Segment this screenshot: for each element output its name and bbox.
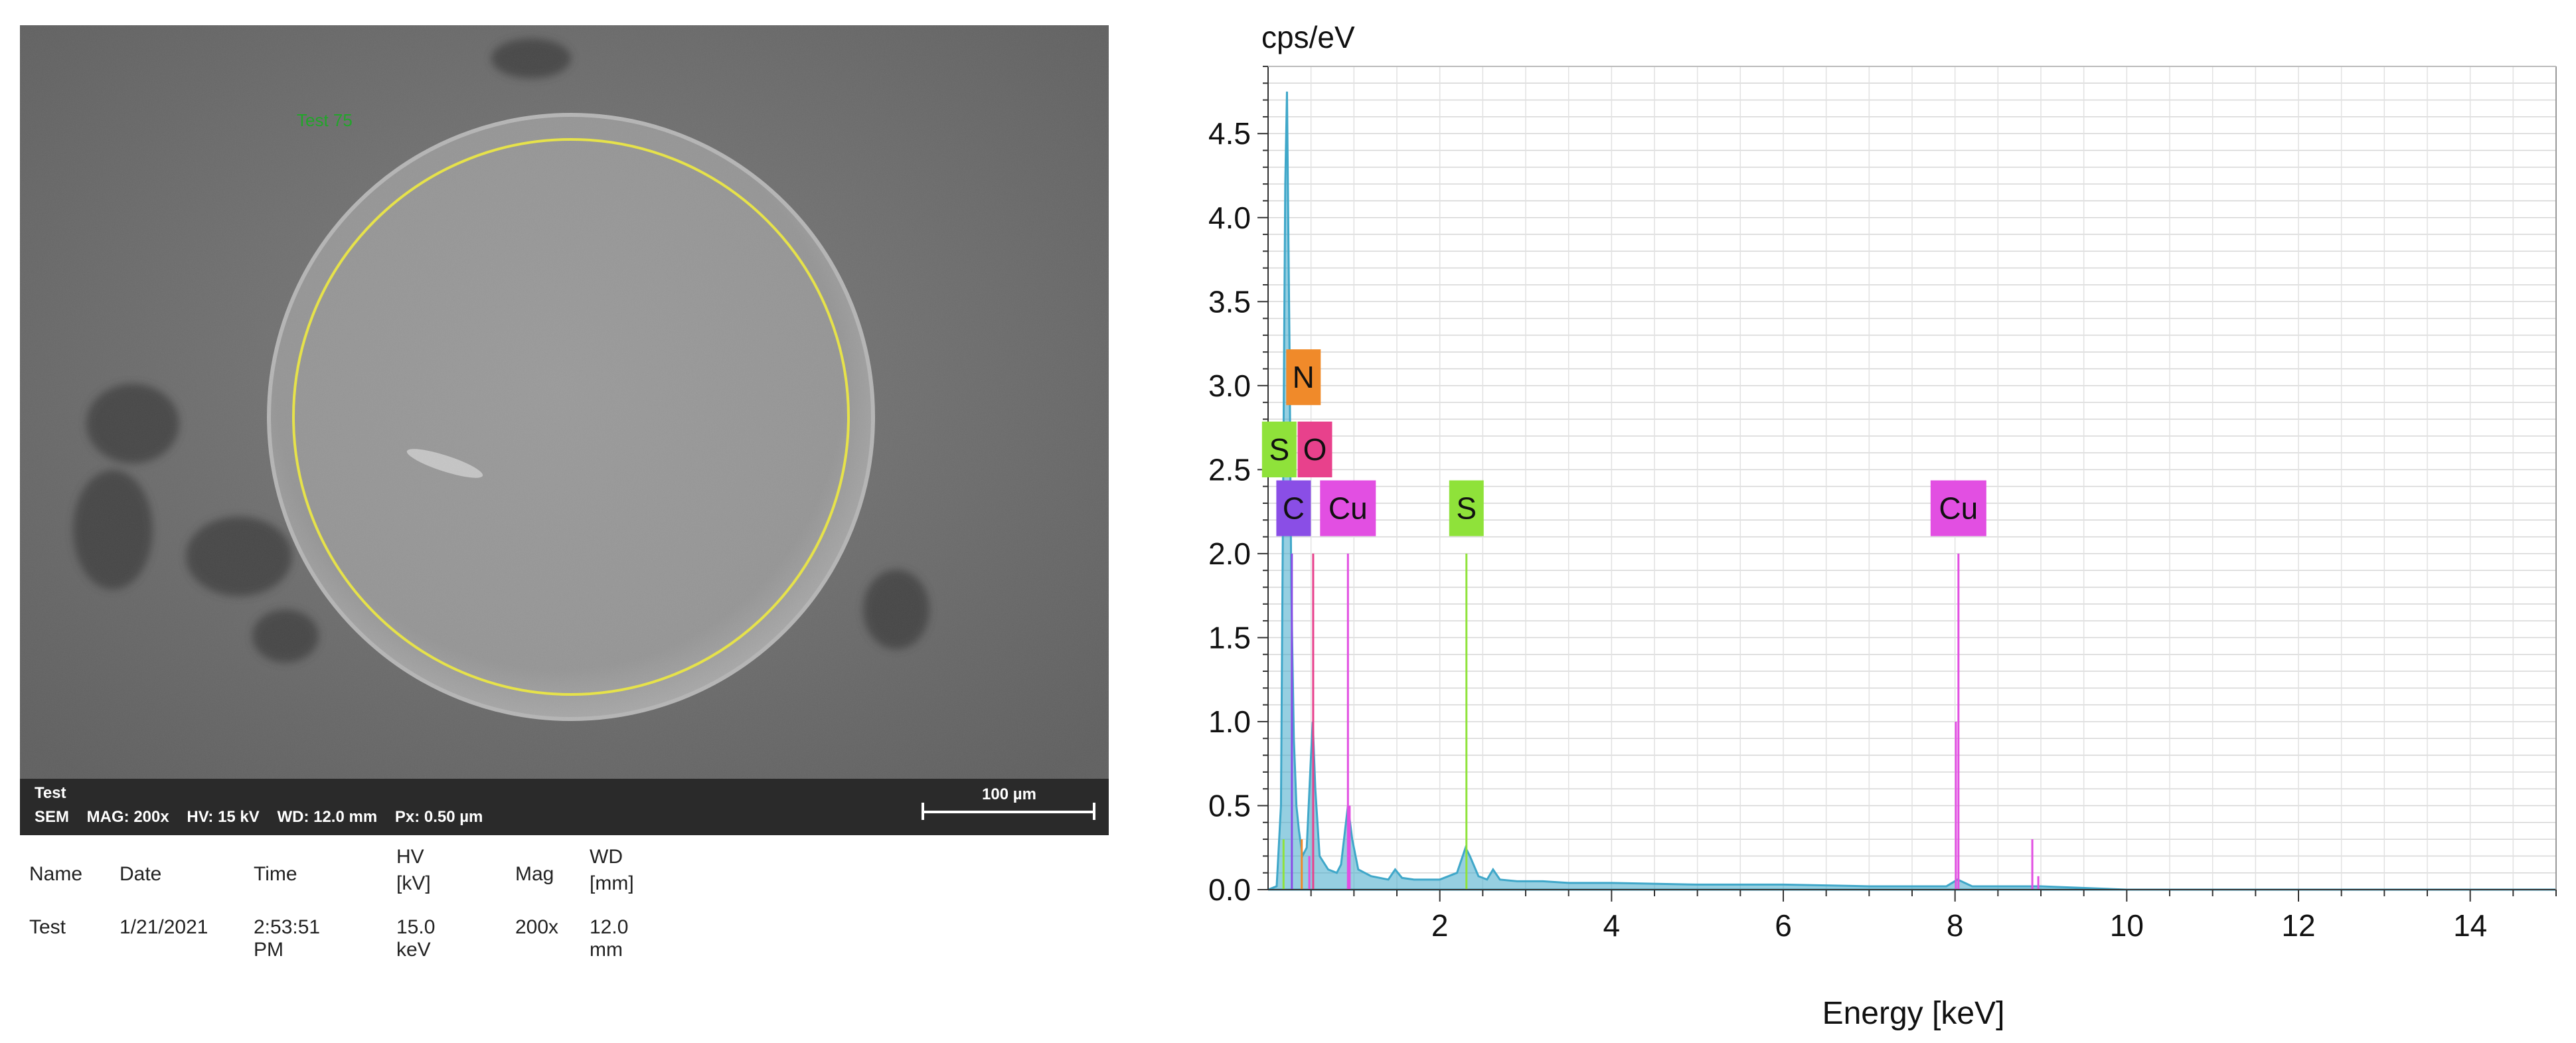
sem-panel: Test 75 Test SEM MAG: 200x HV: 15 kV WD:… xyxy=(20,25,1109,835)
peak-label: N xyxy=(1293,360,1315,394)
sem-micrograph: Test 75 xyxy=(20,25,1109,779)
peak-label: S xyxy=(1269,432,1289,467)
meta-header-time: Time xyxy=(254,863,297,885)
y-tick-label: 3.0 xyxy=(1208,368,1251,403)
peak-label-box xyxy=(1276,480,1311,536)
x-tick-label: 12 xyxy=(2281,908,2315,943)
x-tick-label: 2 xyxy=(1431,908,1449,943)
sem-info-bar: Test SEM MAG: 200x HV: 15 kV WD: 12.0 mm… xyxy=(20,779,1109,835)
meta-value-wd: 12.0 mm xyxy=(590,916,629,961)
y-tick-label: 1.5 xyxy=(1208,620,1251,655)
spectrum-layer xyxy=(1267,91,2556,891)
meta-value-mag: 200x xyxy=(515,916,559,938)
peak-marker-layer xyxy=(1282,553,2040,890)
y-tick-label: 0.0 xyxy=(1208,872,1251,907)
y-tick-label: 1.0 xyxy=(1208,704,1251,739)
peak-label-layer: CNS OCu S Cu xyxy=(1261,349,1986,536)
x-axis-label: Energy [keV] xyxy=(1822,996,2005,1031)
scale-bar-label: 100 µm xyxy=(982,785,1036,803)
x-tick-label: 14 xyxy=(2453,908,2487,943)
meta-header-hv: HV [kV] xyxy=(396,846,431,894)
peak-label-box xyxy=(1297,421,1332,477)
axis-layer: 2 4 6 8 10 12 14 0.0 0.5 1.0 1.5 2.0 2.5 3.0 3.5 4.0 4.5 xyxy=(1208,66,2557,943)
meta-value-name: Test xyxy=(29,916,66,938)
peak-label: C xyxy=(1283,491,1305,526)
peak-label: S xyxy=(1456,491,1477,526)
eds-spectrum-chart: 2 4 6 8 10 12 14 0.0 0.5 1.0 1.5 2.0 2.5 3.0 3.5 4.0 4.5… xyxy=(1208,20,2557,1031)
peak-label-box xyxy=(1320,480,1376,536)
y-tick-label: 2.5 xyxy=(1208,452,1251,487)
meta-value-hv: 15.0 keV xyxy=(396,916,436,961)
sem-sample-name: Test xyxy=(35,784,66,802)
meta-value-date: 1/21/2021 xyxy=(120,916,208,938)
scale-bar-tick-right xyxy=(1093,803,1095,820)
meta-value-time: 2:53:51 PM xyxy=(254,916,321,961)
y-tick-label: 3.5 xyxy=(1208,284,1251,319)
meta-header-mag: Mag xyxy=(515,863,554,885)
spectrum-series xyxy=(1267,91,2556,891)
y-tick-label: 4.5 xyxy=(1208,116,1251,151)
meta-header-wd: WD [mm] xyxy=(590,846,634,894)
roi-circle xyxy=(292,138,850,696)
peak-label-box xyxy=(1930,480,1986,536)
meta-header-date: Date xyxy=(120,863,162,885)
peak-label: Cu xyxy=(1939,491,1978,526)
x-tick-label: 4 xyxy=(1603,908,1621,943)
y-tick-label: 4.0 xyxy=(1208,201,1251,235)
peak-label: Cu xyxy=(1328,491,1368,526)
y-tick-label: 2.0 xyxy=(1208,536,1251,571)
peak-label-box xyxy=(1286,349,1321,406)
x-tick-label: 10 xyxy=(2110,908,2144,943)
x-tick-label: 8 xyxy=(1947,908,1964,943)
peak-label-box xyxy=(1449,480,1484,536)
peak-label: O xyxy=(1303,432,1327,467)
y-tick-label: 0.5 xyxy=(1208,788,1251,823)
x-tick-label: 6 xyxy=(1775,908,1792,943)
peak-label-box xyxy=(1261,421,1297,477)
grid-layer xyxy=(1268,66,2556,890)
scale-bar xyxy=(923,811,1094,813)
meta-header-name: Name xyxy=(29,863,83,885)
sem-acquisition-info: SEM MAG: 200x HV: 15 kV WD: 12.0 mm Px: … xyxy=(35,808,483,826)
sem-annotation: Test 75 xyxy=(297,110,353,130)
y-axis-label: cps/eV xyxy=(1261,20,1355,54)
scale-bar-tick-left xyxy=(922,803,924,820)
